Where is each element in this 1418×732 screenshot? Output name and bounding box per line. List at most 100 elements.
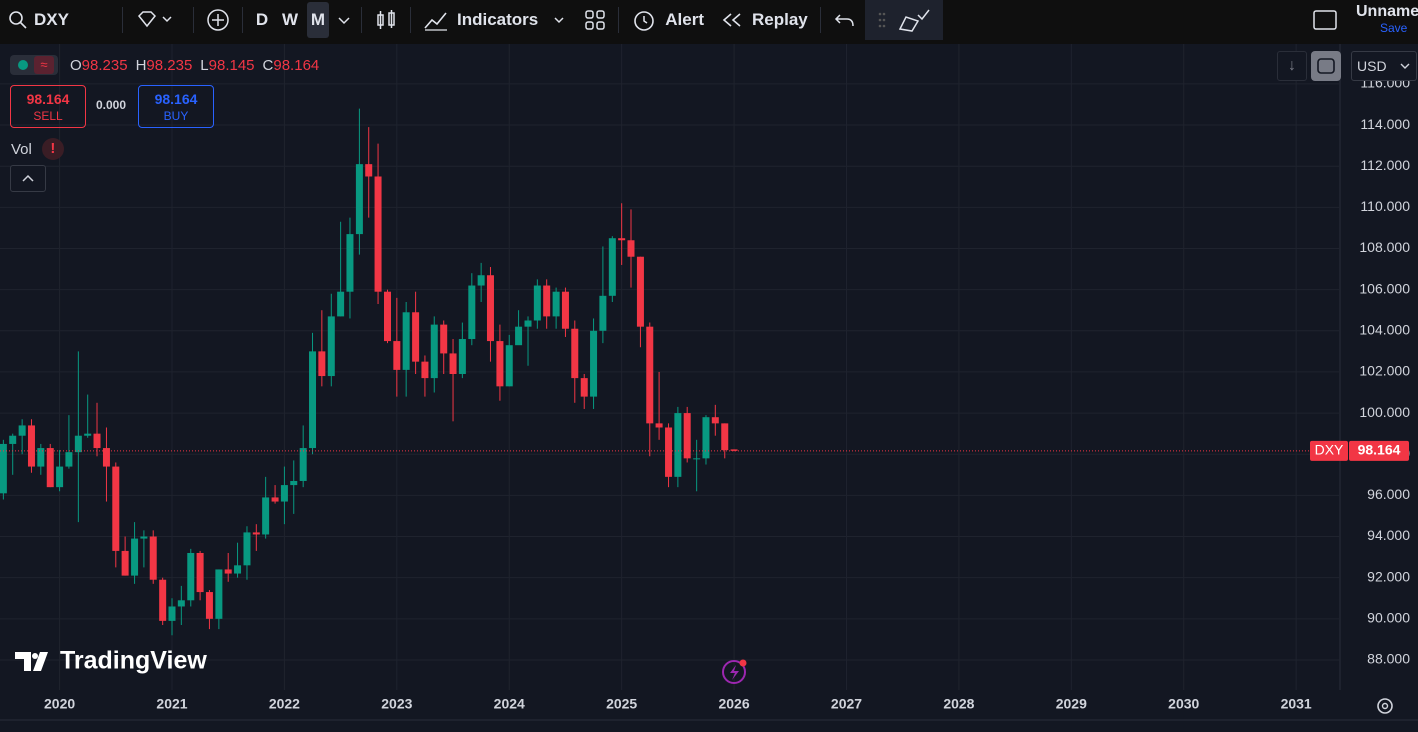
- symbol: DXY: [34, 10, 69, 29]
- interval-button[interactable]: M: [307, 2, 329, 38]
- candle-body: [121, 550, 129, 576]
- favorites-dropdown[interactable]: [127, 4, 189, 36]
- separator: [242, 7, 243, 33]
- x-tick-label: 2031: [1281, 696, 1312, 712]
- candle-body: [674, 413, 682, 477]
- save-label[interactable]: Save: [1380, 21, 1408, 35]
- auto-scale-icon: [1317, 58, 1335, 74]
- alert-button[interactable]: Alert: [623, 4, 712, 36]
- candle-body: [309, 351, 317, 449]
- candle-body: [0, 443, 7, 494]
- settings-icon-core: [1381, 702, 1389, 710]
- volume-warning[interactable]: !: [41, 138, 64, 160]
- x-tick-label: 2020: [44, 696, 75, 712]
- candle-body: [102, 448, 110, 467]
- candle-body: [393, 341, 401, 370]
- candle-body: [140, 536, 148, 539]
- lightning-icon[interactable]: [722, 660, 746, 684]
- candle-body: [27, 425, 35, 467]
- y-tick-label: 90.000: [1367, 610, 1410, 626]
- candle-body: [177, 600, 185, 607]
- candle-body: [468, 285, 476, 340]
- symbol-search[interactable]: DXY: [0, 4, 118, 36]
- undo-icon: [834, 14, 854, 27]
- candle-body: [580, 378, 588, 397]
- layout-icon[interactable]: [1312, 9, 1338, 31]
- currency-dropdown[interactable]: USD: [1351, 51, 1417, 81]
- legend-toggle[interactable]: ≈: [10, 55, 58, 75]
- undo-button[interactable]: [825, 4, 865, 36]
- interval-button[interactable]: W: [281, 10, 299, 29]
- y-tick-label: 104.000: [1359, 321, 1410, 337]
- drawing-tools[interactable]: [864, 0, 943, 40]
- candle-body: [93, 433, 101, 449]
- candle-body: [515, 326, 523, 346]
- settings-icon[interactable]: [1377, 698, 1393, 714]
- volume-label: Vol: [11, 140, 32, 158]
- candle-body: [458, 339, 466, 374]
- legend-value: 98.235: [146, 56, 193, 74]
- collapse-button[interactable]: [10, 165, 46, 192]
- indicators-label: Indicators: [457, 10, 539, 29]
- legend-value: 98.235: [81, 56, 128, 74]
- candle-body: [561, 291, 569, 329]
- chart-background: [0, 44, 1418, 732]
- candle-body: [215, 569, 223, 619]
- sell-label: SELL: [33, 109, 63, 123]
- candle-body: [112, 466, 120, 551]
- replay-button[interactable]: Replay: [712, 4, 816, 36]
- interval-button[interactable]: D: [255, 10, 269, 29]
- legend-value: 98.164: [273, 56, 320, 74]
- x-tick-label: 2028: [943, 696, 974, 712]
- scroll-button[interactable]: ↓: [1277, 51, 1307, 81]
- separator: [819, 7, 821, 33]
- compare-button[interactable]: [198, 4, 238, 36]
- interval-dropdown[interactable]: [335, 10, 353, 30]
- candle-body: [412, 312, 420, 362]
- layout-name-box[interactable]: Unnamed Save: [1356, 4, 1418, 36]
- buy-button[interactable]: 98.164 BUY: [138, 85, 214, 128]
- candle-body: [74, 435, 82, 453]
- legend-label: O: [70, 56, 82, 74]
- candle-body: [496, 341, 504, 387]
- candle-body: [693, 458, 701, 460]
- candle-body: [665, 427, 673, 477]
- y-tick-label: 110.000: [1360, 198, 1410, 214]
- x-tick-label: 2025: [606, 696, 637, 712]
- candle-body: [65, 452, 73, 467]
- candle-body: [590, 330, 598, 397]
- candle-body: [627, 240, 635, 257]
- diamond-icon: [137, 11, 172, 28]
- candle-body: [37, 448, 45, 467]
- candle-body: [702, 417, 710, 459]
- brush-icon: [898, 9, 930, 32]
- tradingview-logo-dot: [32, 653, 38, 659]
- indicators-button[interactable]: Indicators: [415, 4, 576, 36]
- candle-body: [383, 291, 391, 342]
- candle-body: [327, 316, 335, 377]
- tradingview-logo: [15, 652, 48, 671]
- templates-button[interactable]: [576, 4, 614, 36]
- candle-body: [646, 326, 654, 424]
- chart-type-button[interactable]: [366, 4, 406, 36]
- candle-body: [131, 538, 139, 576]
- separator: [122, 7, 123, 33]
- price-tag: [1349, 440, 1409, 461]
- candle-body: [252, 532, 260, 535]
- legend-label: L: [200, 56, 209, 74]
- spread: 0.000: [96, 98, 127, 112]
- sell-button[interactable]: 98.164 SELL: [10, 85, 86, 128]
- auto-scale-button[interactable]: [1311, 51, 1341, 81]
- candle-body: [299, 448, 307, 481]
- candle-body: [149, 536, 157, 580]
- candle-body: [159, 579, 167, 621]
- candle-body: [365, 164, 373, 177]
- y-tick-label: 102.000: [1359, 363, 1410, 379]
- alert-icon: [634, 11, 655, 31]
- y-tick-label: 112.000: [1360, 157, 1410, 173]
- indicators-dropdown[interactable]: [538, 10, 568, 30]
- candle-body: [205, 592, 213, 619]
- y-tick-label: 108.000: [1359, 239, 1410, 255]
- price-tag-label: 98.164: [1358, 442, 1401, 458]
- candle-body: [552, 291, 560, 317]
